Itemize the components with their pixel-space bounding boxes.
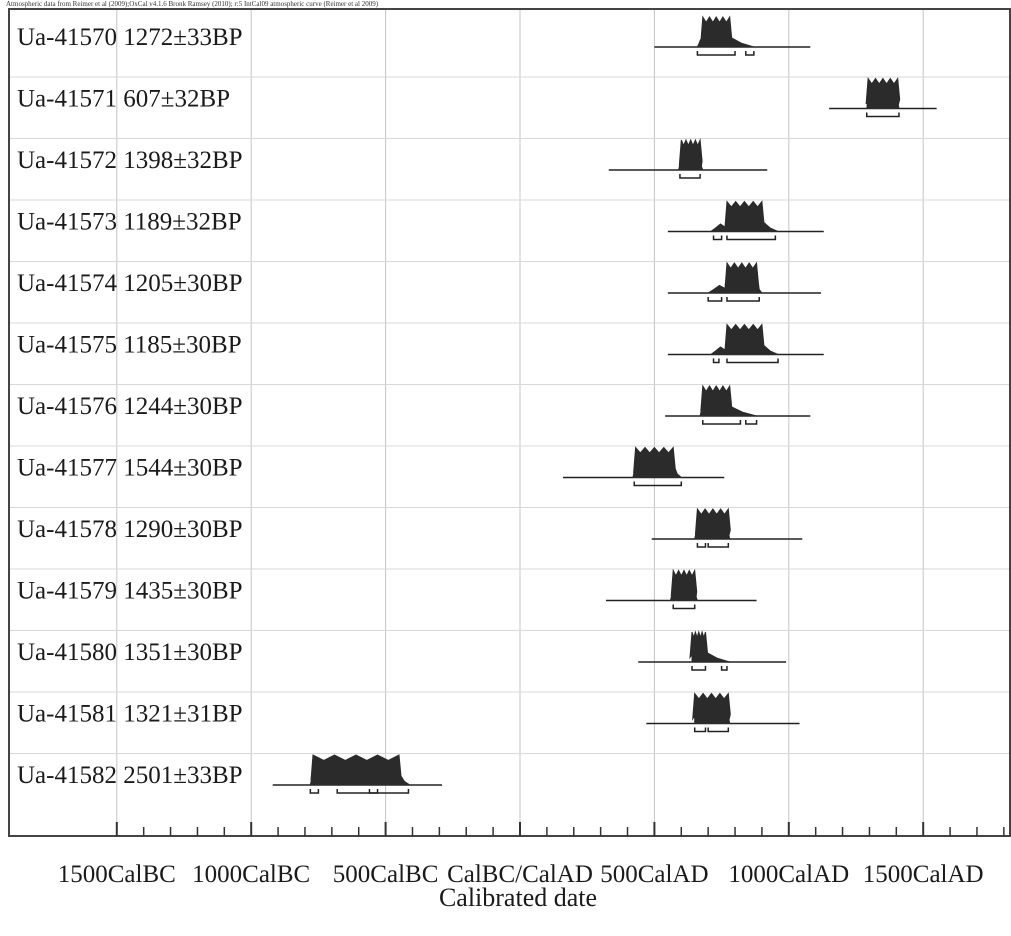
probability-distribution [696,15,755,48]
sample-row: Ua-41579 1435±30BP [17,568,757,610]
sample-row: Ua-41577 1544±30BP [17,446,725,487]
range-bracket [336,789,379,794]
range-bracket [707,297,723,302]
x-tick-label: CalBC/CalAD [447,861,593,888]
probability-distribution [706,261,763,294]
x-tick-label: 500CalBC [333,861,439,888]
probability-distribution [309,754,412,786]
sample-label: Ua-41578 1290±30BP [17,516,243,543]
range-bracket [633,481,683,487]
sample-row: Ua-41580 1351±30BP [17,630,787,671]
x-tick-label: 1000CalBC [192,861,310,888]
range-bracket [745,420,758,425]
sample-row: Ua-41576 1244±30BP [17,384,811,425]
range-bracket [707,727,730,733]
sample-row: Ua-41570 1272±33BP [17,15,811,56]
range-bracket [693,727,707,733]
range-bracket [696,543,707,548]
range-bracket [696,51,736,56]
range-bracket [707,543,730,548]
range-bracket [726,297,760,302]
probability-distribution [709,323,779,355]
range-bracket [309,789,320,794]
sample-label: Ua-41580 1351±30BP [17,639,243,666]
x-tick-label: 500CalAD [600,861,708,888]
range-bracket [712,358,720,364]
credit-text: Atmospheric data from Reimer et al (2009… [6,0,379,8]
sample-label: Ua-41579 1435±30BP [17,578,243,605]
grid-layer [10,10,1009,836]
probability-distribution [709,200,779,232]
range-bracket [726,235,777,241]
x-tick-label: 1500CalBC [58,861,176,888]
sample-row: Ua-41581 1321±31BP [17,692,800,733]
probability-distribution [689,630,730,663]
probability-distribution [692,692,731,724]
sample-row: Ua-41573 1189±32BP [17,200,824,241]
plot-frame [8,8,1011,837]
sample-row: Ua-41578 1290±30BP [17,507,803,548]
range-bracket [672,604,696,610]
sample-label: Ua-41582 2501±33BP [17,762,243,789]
range-bracket [679,174,701,179]
range-bracket [702,420,742,425]
sample-label: Ua-41575 1185±30BP [17,332,242,359]
range-bracket [712,235,723,241]
x-tick-label: 1500CalAD [863,861,984,888]
sample-label: Ua-41570 1272±33BP [17,24,243,51]
probability-distribution [669,568,699,601]
sample-row: Ua-41575 1185±30BP [17,323,824,364]
probability-distribution [699,384,757,417]
sample-label: Ua-41581 1321±31BP [17,701,243,728]
probability-distribution [694,507,731,540]
probability-distribution [632,446,683,478]
sample-label: Ua-41572 1398±32BP [17,147,243,174]
sample-label: Ua-41571 607±32BP [17,86,230,113]
sample-row: Ua-41572 1398±32BP [17,138,768,179]
x-axis-title: Calibrated date [439,883,597,912]
range-bracket [368,789,410,794]
range-bracket [726,358,779,364]
sample-row: Ua-41582 2501±33BP [17,754,443,794]
range-bracket [720,666,728,671]
sample-label: Ua-41574 1205±30BP [17,270,243,297]
range-bracket [691,666,707,671]
sample-rows: Ua-41570 1272±33BP Ua-41571 607±32BP Ua-41… [17,15,937,794]
range-bracket [745,51,755,56]
probability-distribution [865,77,901,109]
sample-row: Ua-41574 1205±30BP [17,261,822,302]
sample-label: Ua-41576 1244±30BP [17,393,243,420]
sample-row: Ua-41571 607±32BP [17,77,937,118]
probability-distribution [677,138,704,171]
x-tick-label: 1000CalAD [728,861,849,888]
sample-label: Ua-41577 1544±30BP [17,455,243,482]
x-axis-ticks: 1500CalBC 1000CalBC 500CalBC CalBC/CalAD 500… [58,822,1005,888]
range-bracket [866,112,900,118]
sample-label: Ua-41573 1189±32BP [17,209,242,236]
